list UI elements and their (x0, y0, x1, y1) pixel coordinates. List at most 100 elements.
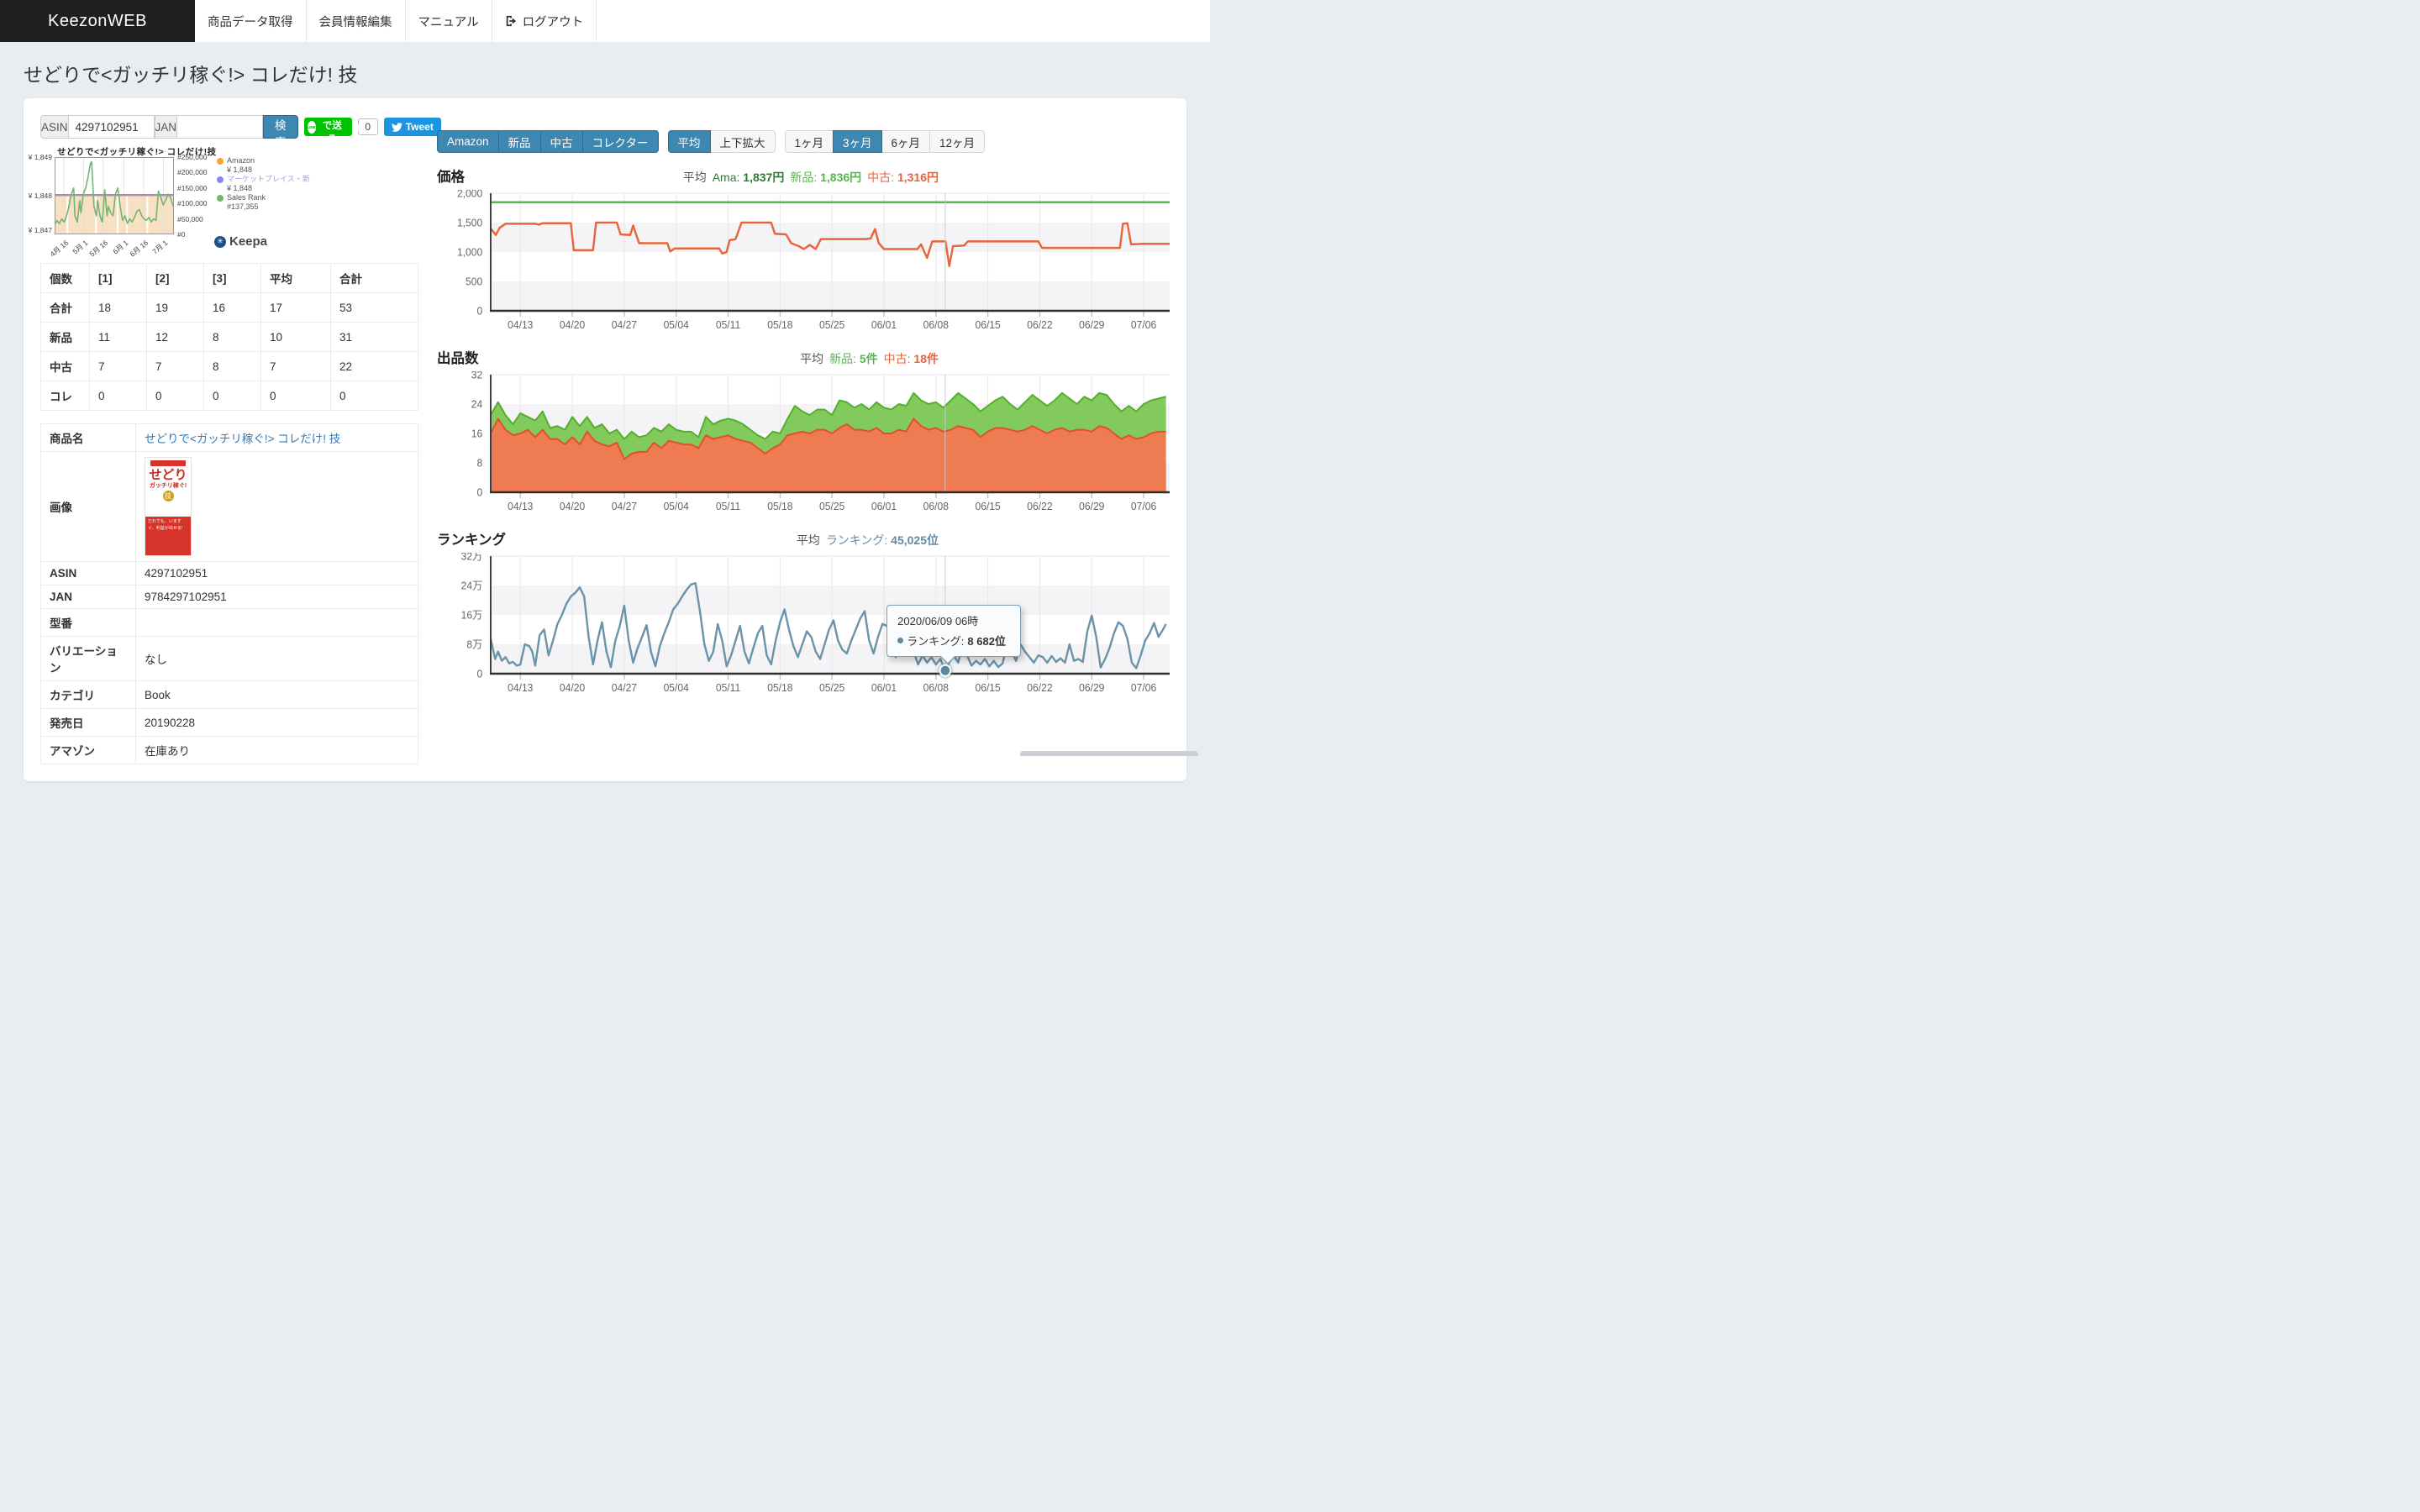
tweet-button[interactable]: Tweet (384, 118, 441, 136)
svg-text:06/29: 06/29 (1079, 682, 1104, 694)
svg-text:05/11: 05/11 (716, 682, 741, 694)
svg-text:04/27: 04/27 (612, 501, 637, 512)
brand-logo[interactable]: KeezonWEB (0, 0, 195, 42)
product-row: 発売日20190228 (41, 709, 418, 737)
listings-avg-item-1: 中古: 18件 (884, 352, 939, 365)
counts-cell: 11 (90, 323, 147, 352)
nav-item-0[interactable]: 商品データ取得 (195, 0, 307, 42)
product-row: カテゴリBook (41, 681, 418, 709)
search-button[interactable]: 検索 (263, 115, 298, 139)
counts-row: 中古778722 (41, 352, 418, 381)
counts-cell: 0 (204, 381, 261, 411)
svg-text:0: 0 (477, 668, 483, 680)
ranking-average-line: 平均ランキング: 45,025位 (797, 532, 939, 549)
keepa-logo: ✳ Keepa (214, 234, 267, 249)
product-row: アマゾン在庫あり (41, 737, 418, 764)
svg-text:06/29: 06/29 (1079, 501, 1104, 512)
chart-toggle-新品[interactable]: 新品 (498, 130, 541, 153)
line-icon: LINE (308, 121, 316, 134)
keepa-graph: せどりで<ガッチリ稼ぐ!> コレだけ!技 ¥ 1,849¥ 1,848¥ 1,8… (40, 145, 418, 255)
counts-header-5: 合計 (331, 264, 418, 293)
svg-text:16: 16 (471, 428, 483, 439)
svg-text:06/01: 06/01 (871, 501, 897, 512)
counts-cell: 7 (147, 352, 204, 381)
counts-cell: 31 (331, 323, 418, 352)
search-form: ASIN JAN 検索 LINE LINEで送る 0 Tweet (40, 115, 418, 139)
asin-label: ASIN (40, 115, 69, 139)
counts-cell: 0 (90, 381, 147, 411)
svg-text:1,500: 1,500 (457, 217, 482, 228)
price-avg-item-2: 中古: 1,316円 (867, 171, 939, 184)
svg-text:2,000: 2,000 (457, 190, 482, 200)
line-share-button[interactable]: LINE LINEで送る (304, 118, 352, 136)
product-value: なし (145, 654, 167, 666)
right-column: Amazon新品中古コレクター平均上下拡大 1ヶ月3ヶ月6ヶ月12ヶ月 価格 平均… (437, 115, 1170, 764)
counts-cell: 8 (204, 323, 261, 352)
svg-text:05/04: 05/04 (664, 501, 689, 512)
horizontal-scrollbar-thumb[interactable] (1020, 751, 1198, 756)
product-row: 型番 (41, 609, 418, 637)
keepa-legend-item-1: マーケットプレイス・新 (217, 175, 310, 184)
product-value: 20190228 (145, 717, 195, 729)
chart-toggle-3ヶ月[interactable]: 3ヶ月 (833, 130, 882, 153)
svg-text:07/06: 07/06 (1131, 501, 1156, 512)
svg-text:05/25: 05/25 (819, 682, 844, 694)
svg-text:05/18: 05/18 (767, 501, 792, 512)
asin-input[interactable] (69, 115, 155, 139)
nav-item-2[interactable]: マニュアル (406, 0, 492, 42)
button-group-2: 1ヶ月3ヶ月6ヶ月12ヶ月 (785, 130, 986, 153)
counts-cell: 53 (331, 293, 418, 323)
listings-section-title: 出品数 (437, 347, 479, 367)
chart-toggle-中古[interactable]: 中古 (540, 130, 583, 153)
chart-toggle-6ヶ月[interactable]: 6ヶ月 (881, 130, 931, 153)
listings-avg-item-0: 新品: 5件 (829, 352, 878, 365)
counts-cell: 10 (261, 323, 331, 352)
svg-text:04/13: 04/13 (508, 319, 533, 331)
counts-header-3: [3] (204, 264, 261, 293)
ranking-avg-item-0: ランキング: 45,025位 (826, 533, 939, 547)
share-count-badge: 0 (358, 118, 378, 135)
counts-cell: 8 (204, 352, 261, 381)
counts-cell: 17 (261, 293, 331, 323)
main-card: ASIN JAN 検索 LINE LINEで送る 0 Tweet せどりで<ガッ… (24, 98, 1186, 781)
svg-text:05/04: 05/04 (664, 682, 689, 694)
chart-toggle-1ヶ月[interactable]: 1ヶ月 (785, 130, 834, 153)
price-chart: 04/1304/2004/2705/0405/1105/1805/2506/01… (437, 190, 1170, 334)
nav-item-1[interactable]: 会員情報編集 (307, 0, 406, 42)
chart-toggle-Amazon[interactable]: Amazon (437, 130, 499, 153)
keepa-logo-text: Keepa (229, 234, 267, 249)
counts-cell: 7 (261, 352, 331, 381)
counts-cell: 22 (331, 352, 418, 381)
price-average-line: 平均Ama: 1,837円新品: 1,836円中古: 1,316円 (683, 169, 939, 186)
counts-header-4: 平均 (261, 264, 331, 293)
jan-input[interactable] (177, 115, 263, 139)
chart-toggle-12ヶ月[interactable]: 12ヶ月 (929, 130, 985, 153)
tooltip-date: 2020/06/09 06時 (897, 612, 1010, 628)
ranking-section-title: ランキング (437, 528, 506, 549)
product-row: JAN9784297102951 (41, 585, 418, 609)
price-section-title: 価格 (437, 165, 465, 186)
product-name-link[interactable]: せどりで<ガッチリ稼ぐ!> コレだけ! 技 (145, 433, 340, 445)
listings-average-line: 平均新品: 5件中古: 18件 (800, 350, 939, 367)
svg-text:04/13: 04/13 (508, 682, 533, 694)
counts-cell: 0 (261, 381, 331, 411)
svg-text:06/22: 06/22 (1027, 501, 1052, 512)
keepa-legend-item-2: Sales Rank (217, 193, 310, 202)
svg-text:07/06: 07/06 (1131, 682, 1156, 694)
product-row: ASIN4297102951 (41, 562, 418, 585)
svg-text:8: 8 (477, 457, 483, 469)
counts-header-2: [2] (147, 264, 204, 293)
svg-text:24: 24 (471, 398, 483, 410)
product-image: せどりガッチリ稼ぐ!技だれでも、いますぐ、利益が出せる! (145, 457, 192, 556)
button-group-0: Amazon新品中古コレクター (437, 130, 659, 153)
chart-toggle-コレクター[interactable]: コレクター (582, 130, 659, 153)
counts-row: 合計1819161753 (41, 293, 418, 323)
svg-text:06/01: 06/01 (871, 319, 897, 331)
svg-text:05/18: 05/18 (767, 682, 792, 694)
counts-cell: 18 (90, 293, 147, 323)
chart-controls: Amazon新品中古コレクター平均上下拡大 1ヶ月3ヶ月6ヶ月12ヶ月 (437, 130, 1170, 153)
chart-toggle-平均[interactable]: 平均 (668, 130, 711, 153)
tooltip-value: 8 682位 (967, 633, 1006, 648)
nav-item-3[interactable]: ログアウト (492, 0, 597, 42)
chart-toggle-上下拡大[interactable]: 上下拡大 (710, 130, 776, 153)
